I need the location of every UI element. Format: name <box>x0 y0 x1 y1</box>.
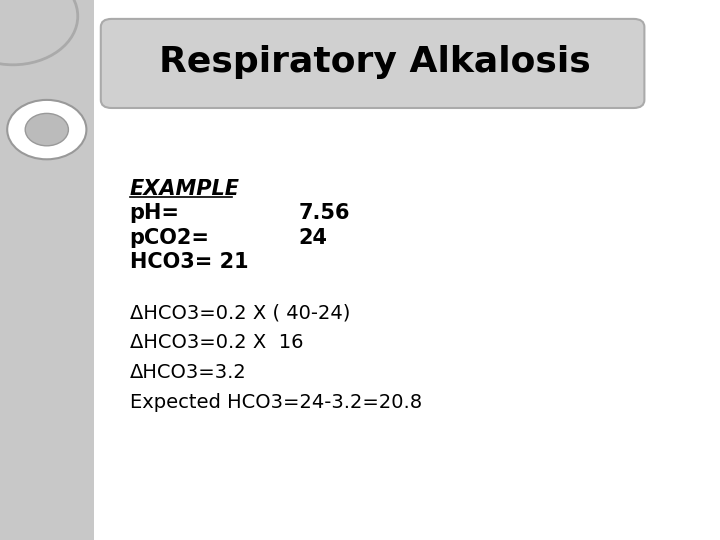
Text: pH=: pH= <box>130 203 179 224</box>
Text: ΔHCO3=0.2 X  16: ΔHCO3=0.2 X 16 <box>130 333 303 353</box>
Text: HCO3= 21: HCO3= 21 <box>130 252 248 272</box>
Text: EXAMPLE: EXAMPLE <box>130 179 240 199</box>
Text: Expected HCO3=24-3.2=20.8: Expected HCO3=24-3.2=20.8 <box>130 393 422 412</box>
Text: Respiratory Alkalosis: Respiratory Alkalosis <box>158 45 590 79</box>
Text: ΔHCO3=3.2: ΔHCO3=3.2 <box>130 363 246 382</box>
Text: 7.56: 7.56 <box>299 203 351 224</box>
Text: ΔHCO3=0.2 X ( 40-24): ΔHCO3=0.2 X ( 40-24) <box>130 303 350 323</box>
Text: 24: 24 <box>299 227 328 248</box>
Text: pCO2=: pCO2= <box>130 227 210 248</box>
